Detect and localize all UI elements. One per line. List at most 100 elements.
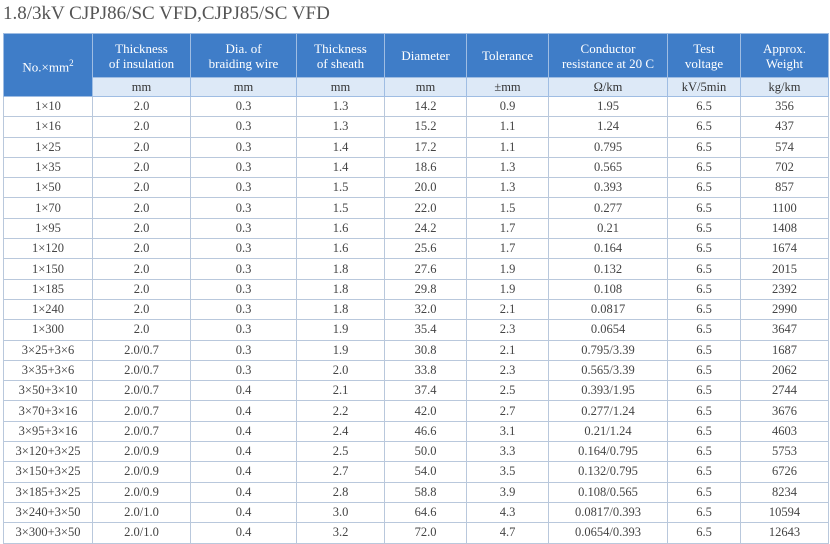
cell: 857 xyxy=(740,177,829,199)
cell: 0.3 xyxy=(190,258,297,280)
cell: 50.0 xyxy=(384,441,467,463)
cell: 6.5 xyxy=(667,136,741,158)
cell: 3×70+3×16 xyxy=(3,400,93,422)
cell: 0.565/3.39 xyxy=(548,359,668,382)
cell: 2.0/0.7 xyxy=(92,420,191,443)
cell: 2.3 xyxy=(466,319,549,341)
cell: 0.132/0.795 xyxy=(548,461,668,483)
cell: 1.3 xyxy=(466,156,549,179)
cell: 6.5 xyxy=(667,278,741,300)
header-line: Approx. xyxy=(763,40,806,56)
cell: 1.9 xyxy=(296,319,385,341)
cell: 6.5 xyxy=(667,217,741,240)
cell: 1674 xyxy=(740,238,829,260)
column-header: Conductor resistance at 20 C xyxy=(548,33,668,78)
cell: 2.0 xyxy=(92,136,191,158)
cell: 2.8 xyxy=(296,481,385,503)
cell: 6.5 xyxy=(667,339,741,361)
cell: 6.5 xyxy=(667,258,741,280)
cell: 5753 xyxy=(740,441,829,463)
cell: 1.8 xyxy=(296,278,385,300)
cell: 8234 xyxy=(740,481,829,503)
header-line: Dia. of xyxy=(225,40,262,56)
cell: 3×25+3×6 xyxy=(3,339,93,361)
table-header: No.×mm2 Thickness of insulation Dia. of brai… xyxy=(3,33,829,97)
cell: 1687 xyxy=(740,339,829,361)
cell: 1.24 xyxy=(548,116,668,138)
cell: 2744 xyxy=(740,380,829,402)
cell: 0.3 xyxy=(190,156,297,179)
cell: 6.5 xyxy=(667,177,741,199)
cell: 6.5 xyxy=(667,380,741,402)
column-header: Diameter xyxy=(384,33,467,78)
cell: 2.0 xyxy=(92,278,191,300)
cell: 0.795/3.39 xyxy=(548,339,668,361)
cell: 1.9 xyxy=(466,258,549,280)
data-row: 1×25 2.0 0.3 1.4 17.2 1.1 0.795 6.5 574 xyxy=(3,136,829,158)
cell: 3×150+3×25 xyxy=(3,461,93,483)
cell: 3×120+3×25 xyxy=(3,441,93,463)
cell: 4.7 xyxy=(466,522,549,544)
unit-cell: kg/km xyxy=(740,77,829,97)
data-row: 1×95 2.0 0.3 1.6 24.2 1.7 0.21 6.5 1408 xyxy=(3,217,829,240)
cell: 1×35 xyxy=(3,156,93,179)
cell: 2.0 xyxy=(92,319,191,341)
table-body: 1×10 2.0 0.3 1.3 14.2 0.9 1.95 6.5 356 1×16 2.0 0.3… xyxy=(3,95,829,544)
cell: 0.3 xyxy=(190,116,297,138)
header-line: voltage xyxy=(684,55,724,71)
cell: 1.3 xyxy=(296,95,385,118)
cell: 0.3 xyxy=(190,319,297,341)
cell: 30.8 xyxy=(384,339,467,361)
cell: 2.0 xyxy=(92,95,191,118)
cell: 22.0 xyxy=(384,197,467,219)
column-header: Test voltage xyxy=(667,33,741,78)
cell: 25.6 xyxy=(384,238,467,260)
cell: 6.5 xyxy=(667,197,741,219)
cell: 2.0/0.9 xyxy=(92,461,191,483)
cell: 1.6 xyxy=(296,217,385,240)
cell: 1408 xyxy=(740,217,829,240)
cell: 3.3 xyxy=(466,441,549,463)
cell: 2.1 xyxy=(466,298,549,321)
cell: 18.6 xyxy=(384,156,467,179)
cell: 0.21 xyxy=(548,217,668,240)
cell: 0.4 xyxy=(190,400,297,422)
header-line: Weight xyxy=(765,55,804,71)
unit-cell: mm xyxy=(296,77,385,97)
data-row: 3×300+3×50 2.0/1.0 0.4 3.2 72.0 4.7 0.0654/0.3… xyxy=(3,522,829,544)
cell: 1.9 xyxy=(466,278,549,300)
cell: 0.3 xyxy=(190,197,297,219)
cell: 54.0 xyxy=(384,461,467,483)
unit-cell: kV/5min xyxy=(667,77,741,97)
cell: 0.164/0.795 xyxy=(548,441,668,463)
cell: 0.21/1.24 xyxy=(548,420,668,443)
cell: 3×95+3×16 xyxy=(3,420,93,443)
superscript: 2 xyxy=(69,57,74,68)
cell: 0.4 xyxy=(190,380,297,402)
cell: 0.4 xyxy=(190,420,297,443)
cell: 0.3 xyxy=(190,217,297,240)
cell: 0.4 xyxy=(190,481,297,503)
cell: 2.0 xyxy=(92,238,191,260)
data-row: 1×70 2.0 0.3 1.5 22.0 1.5 0.277 6.5 1100 xyxy=(3,197,829,219)
cell: 1×16 xyxy=(3,116,93,138)
cell: 2.5 xyxy=(296,441,385,463)
cell: 12643 xyxy=(740,522,829,544)
cell: 2.7 xyxy=(466,400,549,422)
cell: 3×240+3×50 xyxy=(3,501,93,524)
cell: 0.393 xyxy=(548,177,668,199)
cell: 0.9 xyxy=(466,95,549,118)
cell: 2.0/0.7 xyxy=(92,359,191,382)
cell: 6.5 xyxy=(667,420,741,443)
header-line: Diameter xyxy=(401,48,450,63)
cell: 1×150 xyxy=(3,258,93,280)
cell: 3.0 xyxy=(296,501,385,524)
header-line: of insulation xyxy=(108,55,175,71)
cell: 2.1 xyxy=(296,380,385,402)
cell: 3.9 xyxy=(466,481,549,503)
cell: 0.3 xyxy=(190,278,297,300)
cell: 20.0 xyxy=(384,177,467,199)
cell: 0.3 xyxy=(190,359,297,382)
cell: 0.3 xyxy=(190,238,297,260)
